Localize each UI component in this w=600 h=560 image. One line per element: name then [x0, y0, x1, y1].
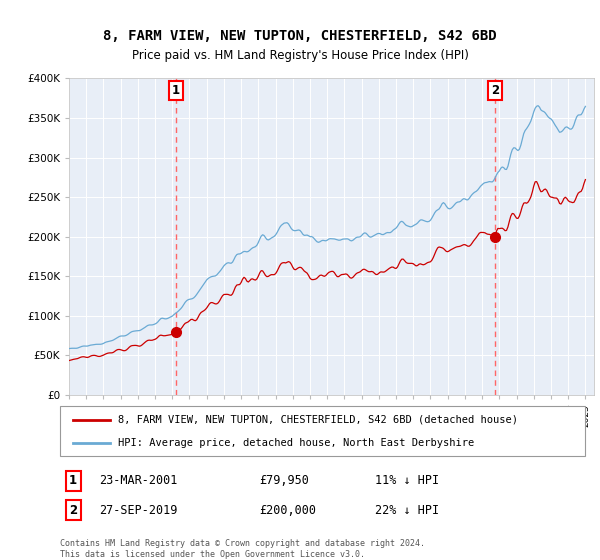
Text: Price paid vs. HM Land Registry's House Price Index (HPI): Price paid vs. HM Land Registry's House … [131, 49, 469, 63]
Text: 8, FARM VIEW, NEW TUPTON, CHESTERFIELD, S42 6BD (detached house): 8, FARM VIEW, NEW TUPTON, CHESTERFIELD, … [118, 414, 518, 424]
Text: Contains HM Land Registry data © Crown copyright and database right 2024.
This d: Contains HM Land Registry data © Crown c… [60, 539, 425, 559]
Text: 2: 2 [491, 84, 499, 97]
Text: 2: 2 [69, 504, 77, 517]
Text: 23-MAR-2001: 23-MAR-2001 [100, 474, 178, 487]
Text: 27-SEP-2019: 27-SEP-2019 [100, 504, 178, 517]
Text: 8, FARM VIEW, NEW TUPTON, CHESTERFIELD, S42 6BD: 8, FARM VIEW, NEW TUPTON, CHESTERFIELD, … [103, 29, 497, 44]
Text: £200,000: £200,000 [260, 504, 317, 517]
Text: 1: 1 [172, 84, 181, 97]
Text: 11% ↓ HPI: 11% ↓ HPI [375, 474, 439, 487]
Text: 22% ↓ HPI: 22% ↓ HPI [375, 504, 439, 517]
Text: HPI: Average price, detached house, North East Derbyshire: HPI: Average price, detached house, Nort… [118, 438, 474, 448]
Text: 1: 1 [69, 474, 77, 487]
Text: £79,950: £79,950 [260, 474, 310, 487]
FancyBboxPatch shape [60, 406, 585, 456]
